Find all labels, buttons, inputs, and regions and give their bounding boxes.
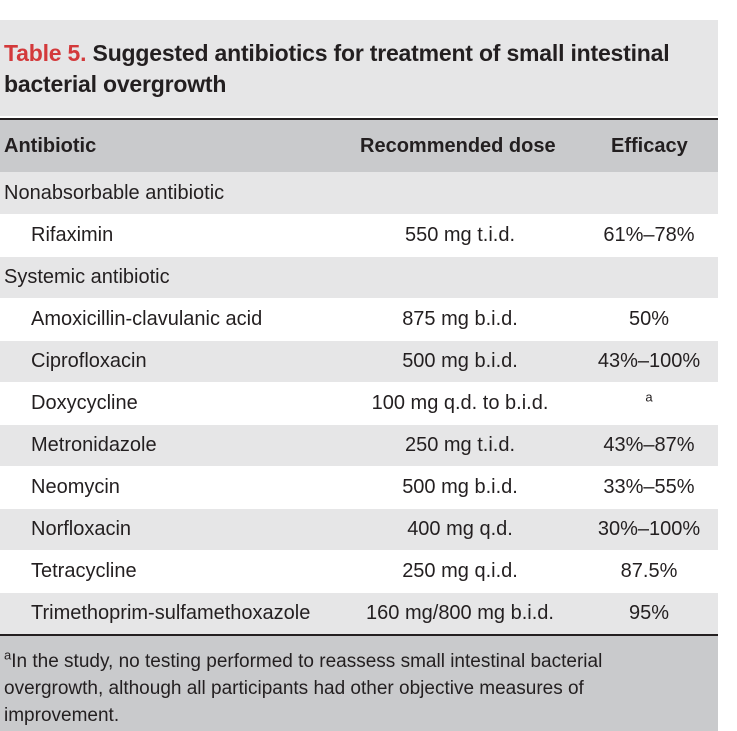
table-card: Table 5. Suggested antibiotics for treat…	[0, 20, 718, 731]
cell-efficacy: 43%–87%	[603, 434, 695, 456]
cell-efficacy: 33%–55%	[603, 476, 695, 498]
table-group-row: Nonabsorbable antibiotic	[0, 172, 718, 214]
table-body: Nonabsorbable antibiotic Rifaximin 550 mg …	[0, 172, 718, 634]
cell-efficacy: 50%	[628, 308, 670, 330]
table-footnote: aIn the study, no testing performed to r…	[0, 636, 718, 731]
column-header-antibiotic: Antibiotic	[4, 134, 97, 157]
table-row: Ciprofloxacin 500 mg b.i.d. 43%–100%	[0, 340, 718, 382]
cell-efficacy: 61%–78%	[603, 224, 695, 246]
table-title: Suggested antibiotics for treatment of s…	[4, 40, 670, 97]
cell-antibiotic: Norfloxacin	[31, 518, 132, 540]
footnote-marker: a	[4, 647, 12, 663]
table-row: Doxycycline 100 mg q.d. to b.i.d. a	[0, 382, 718, 424]
cell-antibiotic: Neomycin	[31, 476, 120, 498]
cell-efficacy: 87.5%	[620, 560, 678, 582]
cell-efficacy: 30%–100%	[597, 518, 701, 540]
cell-dose: 100 mg q.d. to b.i.d.	[371, 392, 549, 414]
table-group-row: Systemic antibiotic	[0, 256, 718, 298]
table-label: Table 5.	[4, 40, 87, 66]
cell-dose: 500 mg b.i.d.	[402, 476, 518, 498]
table-row: Metronidazole 250 mg t.i.d. 43%–87%	[0, 424, 718, 466]
table-row: Trimethoprim-sulfamethoxazole 160 mg/800 …	[0, 592, 718, 634]
cell-dose: 875 mg b.i.d.	[402, 308, 518, 330]
cell-antibiotic: Metronidazole	[31, 434, 157, 456]
table-row: Neomycin 500 mg b.i.d. 33%–55%	[0, 466, 718, 508]
cell-efficacy: a	[580, 389, 718, 415]
column-header-dose: Recommended dose	[360, 134, 556, 157]
bottom-rule	[0, 634, 718, 636]
table-row: Tetracycline 250 mg q.i.d. 87.5%	[0, 550, 718, 592]
footnote-text: In the study, no testing performed to re…	[4, 651, 603, 726]
efficacy-footnote-marker: a	[645, 389, 653, 405]
cell-dose: 400 mg q.d.	[407, 518, 513, 540]
cell-antibiotic: Ciprofloxacin	[31, 350, 147, 372]
cell-dose: 160 mg/800 mg b.i.d.	[366, 602, 554, 624]
cell-efficacy: 95%	[628, 602, 670, 624]
table-row: Amoxicillin-clavulanic acid 875 mg b.i.d.…	[0, 298, 718, 340]
cell-dose: 250 mg t.i.d.	[404, 434, 516, 456]
column-header-efficacy: Efficacy	[611, 134, 688, 157]
cell-antibiotic: Trimethoprim-sulfamethoxazole	[31, 602, 311, 624]
table-row: Rifaximin 550 mg t.i.d. 61%–78%	[0, 214, 718, 256]
cell-dose: 550 mg t.i.d.	[404, 224, 516, 246]
cell-antibiotic: Amoxicillin-clavulanic acid	[31, 308, 263, 330]
table-row: Norfloxacin 400 mg q.d. 30%–100%	[0, 508, 718, 550]
cell-antibiotic: Rifaximin	[31, 224, 114, 246]
cell-antibiotic: Doxycycline	[31, 392, 138, 414]
cell-dose: 500 mg b.i.d.	[402, 350, 518, 372]
cell-dose: 250 mg q.i.d.	[402, 560, 518, 582]
table-header-row: Antibiotic Recommended dose Efficacy	[0, 120, 718, 172]
cell-antibiotic: Tetracycline	[31, 560, 137, 582]
group-name: Systemic antibiotic	[4, 266, 170, 288]
group-name: Nonabsorbable antibiotic	[4, 181, 225, 204]
table-caption: Table 5. Suggested antibiotics for treat…	[0, 20, 718, 116]
cell-efficacy: 43%–100%	[597, 350, 701, 372]
top-rule	[0, 118, 718, 120]
